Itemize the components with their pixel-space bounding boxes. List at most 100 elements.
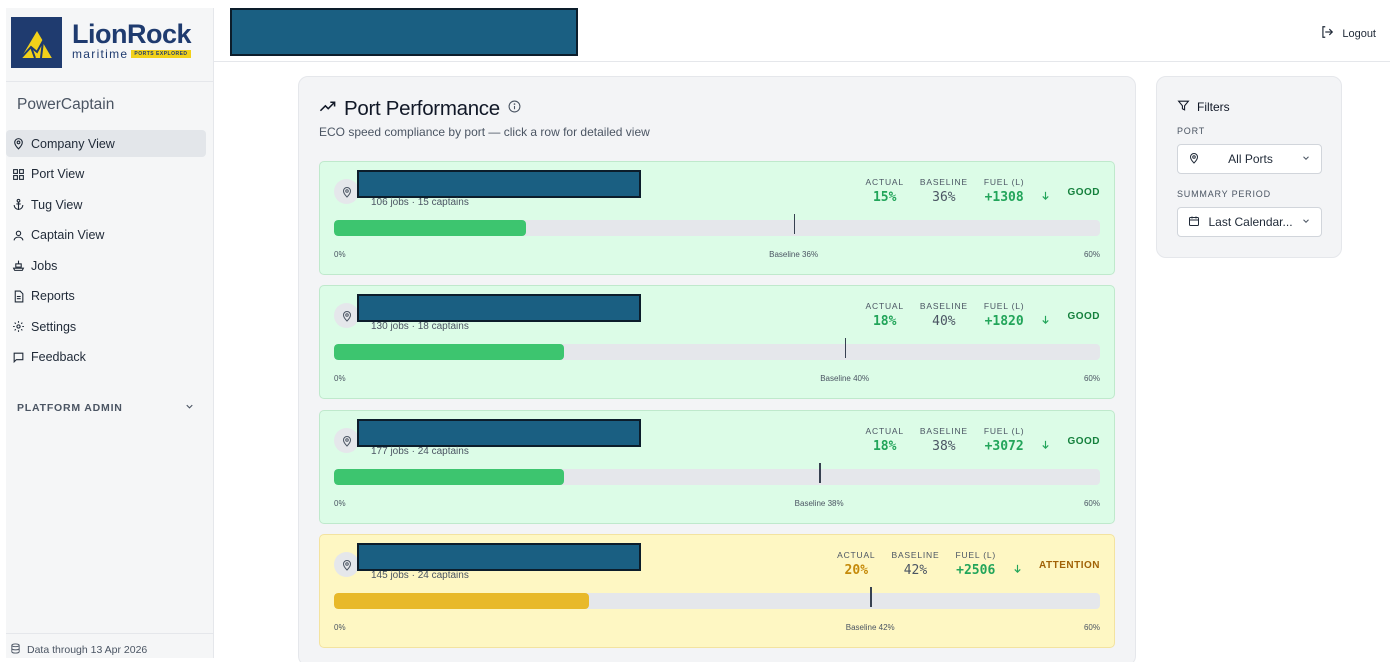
port-meta: 177 jobs · 24 captains — [371, 446, 469, 457]
port-filter-label: PORT — [1177, 126, 1206, 136]
logout-icon — [1320, 25, 1334, 42]
axis-max-label: 60% — [1083, 499, 1100, 508]
message-icon — [12, 351, 25, 364]
filter-icon — [1177, 99, 1190, 115]
baseline-axis-label: Baseline 40% — [820, 374, 870, 383]
baseline-value: 42% — [903, 563, 928, 578]
filters-panel: Filters PORT All Ports SUMMARY PERIOD La… — [1156, 76, 1342, 258]
arrow-down-icon — [1040, 437, 1051, 455]
axis-min-label: 0% — [334, 250, 346, 259]
fuel-label: FUEL (L) — [983, 301, 1025, 311]
progress-fill — [334, 593, 590, 609]
port-row[interactable]: 177 jobs · 24 captains ACTUAL 18% BASELI… — [319, 410, 1115, 524]
fuel-value: +1820 — [984, 314, 1024, 329]
status-badge: GOOD — [1067, 436, 1100, 447]
sidebar-item-port-view[interactable]: Port View — [6, 161, 206, 188]
actual-label: ACTUAL — [865, 426, 904, 436]
baseline-value: 36% — [932, 190, 956, 205]
status-badge: GOOD — [1067, 311, 1100, 322]
axis-max-label: 60% — [1083, 374, 1100, 383]
page-subtitle: ECO speed compliance by port — click a r… — [319, 125, 650, 139]
sidebar-item-reports[interactable]: Reports — [6, 283, 206, 310]
app-name: PowerCaptain — [17, 96, 115, 113]
chevron-down-icon — [184, 401, 195, 415]
port-row[interactable]: 130 jobs · 18 captains ACTUAL 18% BASELI… — [319, 285, 1115, 399]
sidebar-item-settings[interactable]: Settings — [6, 313, 206, 340]
port-select[interactable]: All Ports — [1177, 144, 1322, 174]
status-badge: ATTENTION — [1039, 560, 1100, 571]
arrow-down-icon — [1012, 561, 1023, 579]
axis-min-label: 0% — [334, 623, 346, 632]
baseline-axis-label: Baseline 36% — [769, 250, 819, 259]
sidebar-nav: Company View Port View Tug View Captain … — [6, 130, 213, 374]
progress-track — [334, 593, 1100, 609]
baseline-stat: BASELINE 38% — [920, 426, 968, 454]
fuel-value: +1308 — [984, 190, 1024, 205]
baseline-value: 38% — [932, 439, 956, 454]
progress-axis: 0% Baseline 40% 60% — [334, 374, 1100, 384]
logout-label: Logout — [1342, 27, 1376, 40]
baseline-axis-label: Baseline 38% — [794, 499, 844, 508]
fuel-stat: FUEL (L) +1820 — [984, 301, 1025, 329]
actual-stat: ACTUAL 18% — [866, 426, 904, 454]
fuel-label: FUEL (L) — [983, 426, 1025, 436]
actual-value: 20% — [844, 563, 869, 578]
sidebar-item-feedback[interactable]: Feedback — [6, 344, 206, 371]
status-badge: GOOD — [1067, 187, 1100, 198]
info-icon[interactable] — [508, 100, 521, 118]
port-row[interactable]: 145 jobs · 24 captains ACTUAL 20% BASELI… — [319, 534, 1115, 648]
sidebar-item-jobs[interactable]: Jobs — [6, 252, 206, 279]
port-meta: 106 jobs · 15 captains — [371, 197, 469, 208]
data-through-footer: Data through 13 Apr 2026 — [6, 633, 213, 657]
sidebar-item-tug-view[interactable]: Tug View — [6, 191, 206, 218]
sidebar-item-label: Feedback — [31, 350, 86, 364]
actual-value: 18% — [872, 439, 897, 454]
trending-up-icon — [319, 98, 336, 120]
progress-axis: 0% Baseline 36% 60% — [334, 250, 1100, 260]
baseline-marker — [793, 214, 796, 234]
actual-label: ACTUAL — [837, 550, 876, 560]
period-select-value: Last Calendar... — [1208, 215, 1293, 229]
axis-max-label: 60% — [1083, 250, 1100, 259]
filters-title: Filters — [1197, 100, 1230, 114]
brand-tagline: PORTS EXPLORED — [131, 50, 191, 58]
baseline-label: BASELINE — [919, 301, 968, 311]
sidebar-item-captain-view[interactable]: Captain View — [6, 222, 206, 249]
sidebar-item-label: Port View — [31, 167, 85, 181]
actual-label: ACTUAL — [865, 301, 904, 311]
data-through-text: Data through 13 Apr 2026 — [27, 644, 148, 656]
port-meta: 145 jobs · 24 captains — [371, 570, 469, 581]
period-filter-label: SUMMARY PERIOD — [1177, 189, 1271, 199]
baseline-label: BASELINE — [919, 426, 968, 436]
baseline-marker — [819, 463, 821, 483]
logout-button[interactable]: Logout — [1320, 25, 1376, 42]
brand-sub: maritime — [72, 47, 129, 61]
actual-value: 15% — [872, 190, 897, 205]
baseline-stat: BASELINE 42% — [891, 550, 939, 578]
logo[interactable]: LionRock maritime PORTS EXPLORED — [6, 8, 213, 82]
sidebar-item-label: Tug View — [31, 197, 83, 212]
chevron-down-icon — [1301, 152, 1311, 166]
fuel-value: +2506 — [956, 563, 996, 578]
platform-admin-toggle[interactable]: PLATFORM ADMIN — [17, 401, 195, 415]
map-pin-icon — [334, 179, 359, 204]
fuel-value: +3072 — [984, 439, 1024, 454]
redacted-port-name — [357, 419, 641, 447]
port-row[interactable]: 106 jobs · 15 captains ACTUAL 15% BASELI… — [319, 161, 1115, 275]
progress-track — [334, 220, 1100, 236]
anchor-icon — [12, 198, 25, 211]
progress-fill — [334, 344, 564, 360]
arrow-down-icon — [1040, 188, 1051, 206]
redacted-port-name — [357, 543, 641, 571]
port-performance-panel: Port Performance ECO speed compliance by… — [298, 76, 1136, 662]
calendar-icon — [1188, 215, 1200, 230]
redacted-region — [230, 8, 578, 56]
port-select-value: All Ports — [1228, 152, 1273, 166]
actual-stat: ACTUAL 20% — [837, 550, 875, 578]
period-select[interactable]: Last Calendar... — [1177, 207, 1322, 237]
brand-name: LionRock — [72, 19, 192, 49]
sidebar-item-company-view[interactable]: Company View — [6, 130, 206, 157]
sidebar: LionRock maritime PORTS EXPLORED PowerCa… — [6, 8, 214, 658]
grid-icon — [12, 168, 25, 181]
sidebar-item-label: Captain View — [31, 228, 105, 242]
